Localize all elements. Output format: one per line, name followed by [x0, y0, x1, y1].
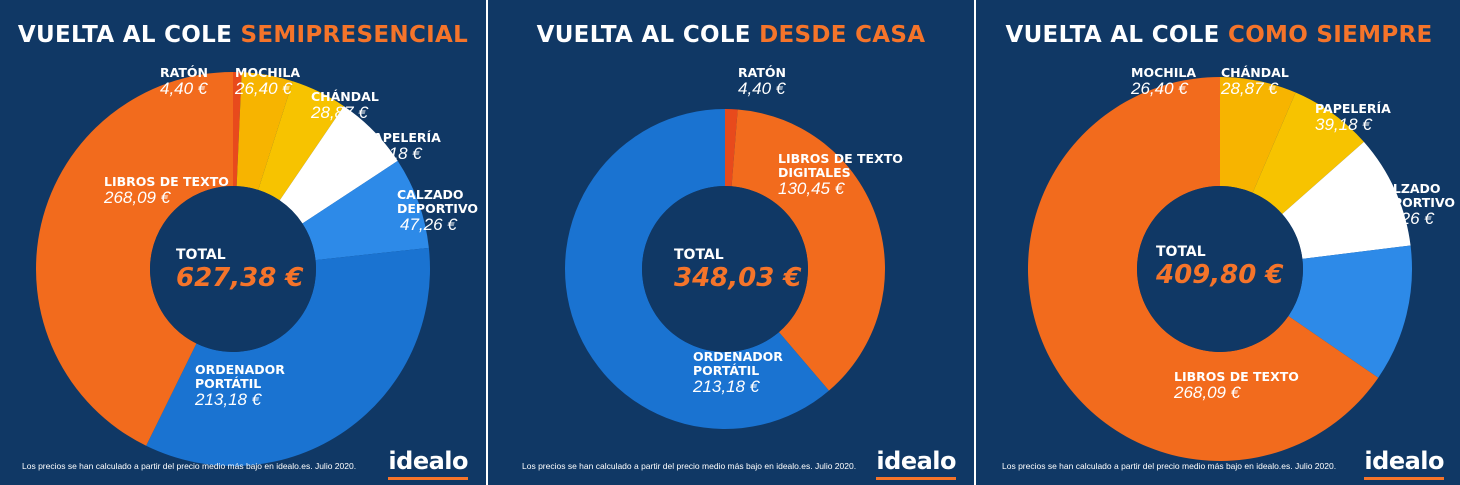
donut-chart — [565, 109, 885, 429]
total-amount: 348,03 € — [674, 263, 802, 293]
panel-divider — [974, 0, 976, 485]
slice-label-calzado: CALZADO DEPORTIVO 47,26 € — [397, 187, 479, 234]
total-label: TOTAL — [674, 247, 724, 263]
chart-panel-como-siempre: VUELTA AL COLE COMO SIEMPRE MOCHILA 26,4… — [976, 0, 1460, 485]
donut-chart — [1028, 77, 1412, 462]
footnote: Los precios se han calculado a partir de… — [1002, 461, 1337, 471]
slice-label-chandal: CHÁNDAL 28,87 € — [311, 89, 379, 122]
pie-slice-2 — [236, 72, 293, 190]
slice-label-ordenador: ORDENADOR PORTÁTIL 213,18 € — [195, 362, 285, 409]
total-amount: 409,80 € — [1156, 260, 1284, 290]
pie-slice-2 — [731, 109, 885, 391]
pie-slice-3 — [1282, 141, 1411, 259]
pie-slice-1 — [725, 109, 738, 187]
total-block: TOTAL 627,38 € — [176, 247, 303, 293]
pie-slice-1 — [1220, 77, 1296, 193]
chart-panel-desde-casa: VUELTA AL COLE DESDE CASA RATÓN 4,40 € L… — [488, 0, 974, 485]
pie-slice-3 — [258, 81, 344, 201]
pie-slice-3 — [565, 109, 829, 429]
slice-label-chandal: CHÁNDAL 28,87 € — [1221, 65, 1289, 98]
chart-title: VUELTA AL COLE SEMIPRESENCIAL — [17, 22, 469, 48]
donut-hole — [642, 186, 808, 352]
chart-title-highlight: DESDE CASA — [759, 22, 926, 48]
donut-hole — [1137, 186, 1303, 352]
slice-label-libros: LIBROS DE TEXTO 268,09 € — [104, 174, 229, 207]
slice-label-papeleria: PAPELERÍA 39,18 € — [365, 130, 441, 163]
chart-panel-semipresencial: VUELTA AL COLE SEMIPRESENCIAL RATÓN 4,40… — [0, 0, 486, 485]
idealo-logo[interactable]: idealo — [388, 447, 468, 480]
slice-label-mochila: MOCHILA 26,40 € — [1131, 65, 1196, 98]
total-block: TOTAL 409,80 € — [1156, 244, 1283, 290]
slice-label-ordenador: ORDENADOR PORTÁTIL 213,18 € — [693, 349, 783, 396]
pie-slice-2 — [1252, 92, 1364, 215]
slice-label-calzado: CALZADO DEPORTIVO 47,26 € — [1374, 181, 1456, 228]
chart-title-highlight: SEMIPRESENCIAL — [240, 22, 469, 48]
total-block: TOTAL 348,03 € — [674, 247, 801, 293]
slice-label-mochila: MOCHILA 26,40 € — [235, 65, 300, 98]
pie-slice-5 — [302, 160, 429, 261]
idealo-logo[interactable]: idealo — [1364, 447, 1444, 480]
slice-label-papeleria: PAPELERÍA 39,18 € — [1315, 101, 1391, 134]
footnote: Los precios se han calculado a partir de… — [522, 461, 857, 471]
chart-title: VUELTA AL COLE DESDE CASA — [536, 22, 926, 48]
donut-chart — [35, 72, 431, 466]
pie-slice-6 — [146, 247, 431, 466]
pie-slice-7 — [35, 72, 233, 446]
pie-slice-5 — [1028, 77, 1379, 462]
slice-label-raton: RATÓN 4,40 € — [160, 65, 208, 98]
pie-slice-4 — [279, 106, 398, 224]
pie-slice-1 — [233, 72, 242, 187]
slice-label-raton: RATÓN 4,40 € — [738, 65, 786, 98]
total-label: TOTAL — [1156, 244, 1206, 260]
footnote: Los precios se han calculado a partir de… — [22, 461, 357, 471]
slice-label-libros: LIBROS DE TEXTO 268,09 € — [1174, 369, 1299, 402]
idealo-logo[interactable]: idealo — [876, 447, 956, 480]
total-amount: 627,38 € — [176, 263, 304, 293]
total-label: TOTAL — [176, 247, 226, 263]
chart-title: VUELTA AL COLE COMO SIEMPRE — [1005, 22, 1433, 48]
donut-hole — [150, 186, 316, 352]
chart-title-highlight: COMO SIEMPRE — [1228, 22, 1433, 48]
pie-slice-4 — [1288, 245, 1412, 378]
slice-label-libros-digitales: LIBROS DE TEXTO DIGITALES 130,45 € — [778, 151, 903, 198]
panel-divider — [486, 0, 488, 485]
